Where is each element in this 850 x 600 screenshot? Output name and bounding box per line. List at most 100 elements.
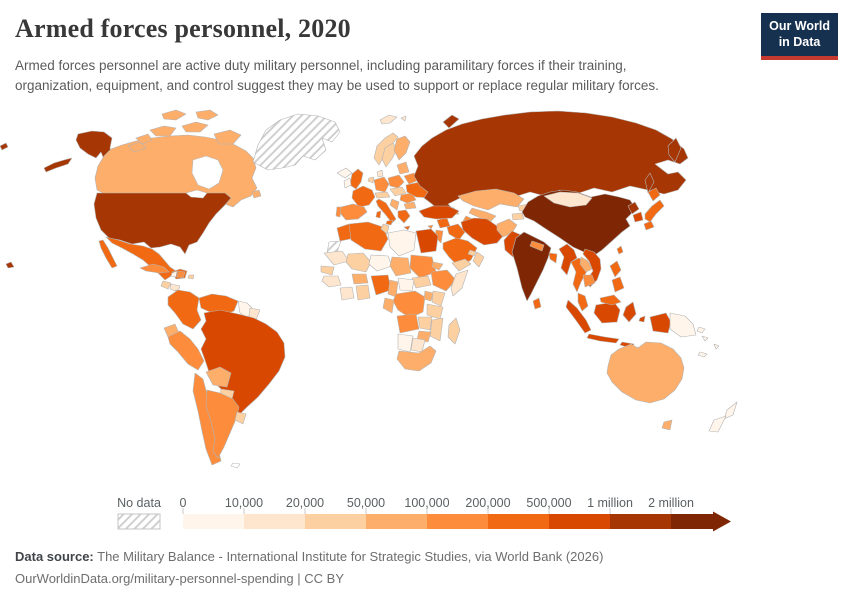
country-new-zealand-north[interactable]	[723, 401, 738, 420]
country-libya[interactable]	[387, 229, 417, 257]
country-png-new-britain[interactable]	[696, 326, 706, 334]
country-japan-kyushu[interactable]	[643, 220, 655, 231]
country-australia-tasmania[interactable]	[661, 419, 673, 431]
country-saudi-arabia[interactable]	[442, 237, 478, 268]
country-canada-arctic-1[interactable]	[149, 125, 177, 137]
country-greece-crete[interactable]	[403, 225, 411, 231]
country-spain[interactable]	[339, 203, 368, 221]
country-portugal[interactable]	[335, 206, 342, 218]
country-south-africa[interactable]	[396, 345, 437, 372]
country-usa-aleutians-west[interactable]	[0, 142, 9, 151]
country-drc[interactable]	[392, 290, 426, 319]
country-bulgaria[interactable]	[403, 201, 417, 210]
country-puerto-rico[interactable]	[187, 274, 195, 280]
country-indonesia-kalimantan[interactable]	[593, 301, 621, 324]
country-uk[interactable]	[349, 168, 364, 190]
country-bolivia[interactable]	[205, 366, 232, 388]
country-svalbard[interactable]	[379, 114, 398, 125]
country-brazil[interactable]	[200, 309, 286, 416]
country-greece[interactable]	[397, 209, 411, 224]
country-philippines-mindanao[interactable]	[611, 276, 625, 293]
country-turkey[interactable]	[418, 205, 460, 220]
country-venezuela[interactable]	[198, 293, 239, 316]
country-philippines-luzon[interactable]	[609, 260, 622, 278]
country-svalbard-2[interactable]	[400, 115, 407, 122]
country-namibia[interactable]	[397, 333, 414, 353]
country-algeria[interactable]	[348, 221, 389, 252]
country-mexico-baja[interactable]	[98, 239, 118, 269]
country-botswana[interactable]	[410, 337, 426, 353]
country-indonesia-sulawesi[interactable]	[622, 301, 637, 323]
country-malaysia-borneo[interactable]	[599, 294, 622, 306]
country-russia-sakhalin[interactable]	[644, 172, 655, 194]
country-iceland[interactable]	[336, 167, 353, 179]
country-south-korea[interactable]	[632, 211, 644, 223]
country-baltics[interactable]	[396, 161, 410, 175]
owid-logo[interactable]: Our World in Data	[761, 13, 838, 61]
country-solomon-islands[interactable]	[701, 335, 709, 342]
country-alpine[interactable]	[374, 191, 391, 199]
country-egypt[interactable]	[415, 228, 439, 254]
country-malawi-mozambique[interactable]	[429, 317, 444, 342]
country-canada-baffin[interactable]	[213, 129, 242, 145]
country-malaysia-peninsula[interactable]	[577, 292, 589, 312]
country-south-sudan[interactable]	[411, 275, 432, 289]
country-indonesia-java[interactable]	[586, 333, 620, 344]
country-iraq[interactable]	[446, 223, 466, 241]
country-nepal[interactable]	[529, 240, 545, 252]
country-usa-aleutians[interactable]	[43, 157, 73, 173]
country-fiji[interactable]	[713, 343, 720, 350]
country-somalia[interactable]	[450, 269, 469, 297]
country-new-zealand-south[interactable]	[708, 415, 727, 433]
country-central-europe[interactable]	[389, 186, 407, 197]
country-indonesia-papua[interactable]	[649, 312, 672, 334]
country-mali[interactable]	[345, 252, 372, 273]
country-cuba[interactable]	[139, 263, 170, 274]
country-kenya[interactable]	[431, 290, 446, 307]
country-myanmar[interactable]	[558, 243, 578, 276]
country-chad[interactable]	[389, 256, 412, 277]
country-canada-arctic-5[interactable]	[195, 109, 219, 121]
country-uganda[interactable]	[423, 290, 434, 302]
country-france[interactable]	[351, 185, 376, 208]
country-dominican-republic[interactable]	[176, 270, 186, 279]
country-russia[interactable]	[413, 110, 689, 215]
country-germany[interactable]	[373, 176, 390, 193]
country-uae[interactable]	[467, 249, 477, 257]
country-central-african-republic[interactable]	[397, 277, 415, 292]
country-indonesia-moluccas[interactable]	[638, 315, 646, 323]
country-tajikistan[interactable]	[511, 212, 525, 221]
country-canada-arctic-2[interactable]	[181, 121, 209, 133]
country-senegal[interactable]	[320, 265, 335, 276]
country-usa-hawaii[interactable]	[5, 261, 15, 269]
country-balkans[interactable]	[389, 198, 400, 211]
country-falkland-islands[interactable]	[230, 462, 241, 469]
country-ghana-togo-benin[interactable]	[355, 284, 371, 301]
country-cyprus[interactable]	[427, 224, 434, 230]
country-finland[interactable]	[393, 135, 411, 161]
country-colombia[interactable]	[167, 289, 202, 330]
country-mongolia[interactable]	[543, 191, 593, 208]
country-canada-newfoundland[interactable]	[251, 189, 262, 199]
country-japan-honshu[interactable]	[644, 199, 665, 223]
country-vietnam[interactable]	[582, 248, 602, 288]
country-mauritania[interactable]	[323, 250, 350, 266]
country-usa[interactable]	[93, 192, 232, 255]
country-greenland[interactable]	[252, 113, 341, 171]
country-ethiopia[interactable]	[430, 269, 457, 292]
country-yemen[interactable]	[451, 258, 472, 272]
country-zambia[interactable]	[417, 316, 433, 331]
country-sri-lanka[interactable]	[532, 297, 542, 310]
country-japan-hokkaido[interactable]	[647, 187, 661, 202]
country-tunisia[interactable]	[380, 223, 390, 235]
country-sudan[interactable]	[409, 254, 437, 279]
country-laos[interactable]	[579, 256, 593, 273]
country-papua-new-guinea[interactable]	[669, 312, 697, 338]
legend-color-bar[interactable]	[183, 511, 731, 532]
country-burkina-faso[interactable]	[351, 273, 369, 285]
country-kazakhstan[interactable]	[457, 188, 525, 211]
country-new-caledonia[interactable]	[697, 351, 708, 358]
country-guatemala[interactable]	[160, 280, 172, 290]
country-indonesia-sumatra[interactable]	[565, 299, 592, 334]
country-congo-gabon[interactable]	[382, 297, 395, 314]
